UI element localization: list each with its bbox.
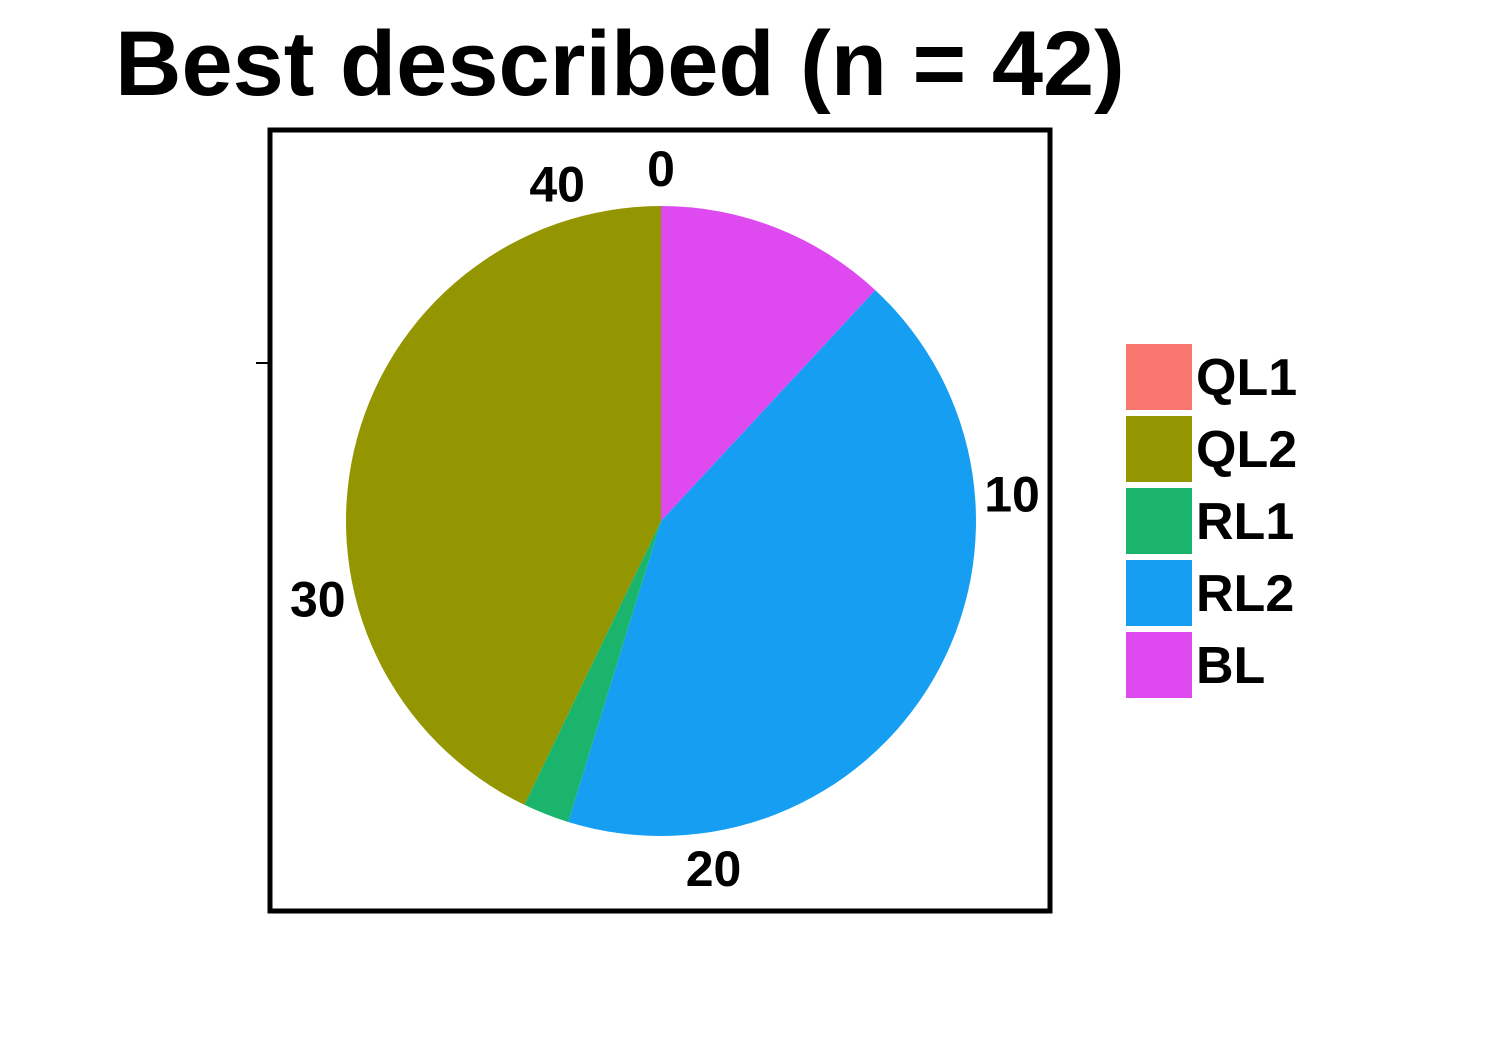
legend-key-bl <box>1126 632 1192 698</box>
panel-border <box>267 127 1053 914</box>
legend-label-bl: BL <box>1196 637 1265 695</box>
legend-key-ql1 <box>1126 344 1192 410</box>
pie-slice-bl <box>661 206 876 521</box>
legend-key-ql2 <box>1126 416 1192 482</box>
angle-tick-labels: 0 10 20 30 40 <box>290 141 1040 897</box>
tick-label: 0 <box>647 141 675 197</box>
pie-slice-ql2 <box>345 206 661 805</box>
legend-key-rl1 <box>1126 488 1192 554</box>
tick-label: 30 <box>290 571 346 627</box>
legend-label-rl2: RL2 <box>1196 565 1294 623</box>
chart-title: Best described (n = 42) <box>115 13 1125 115</box>
pie-slice-rl2 <box>568 290 976 837</box>
pie-slices <box>345 206 976 837</box>
legend-label-ql2: QL2 <box>1196 421 1297 479</box>
tick-label: 40 <box>529 157 585 213</box>
pie-slice-rl1 <box>524 521 661 823</box>
legend-key-rl2 <box>1126 560 1192 626</box>
tick-label: 20 <box>686 841 742 897</box>
legend: QL1 QL2 RL1 RL2 BL <box>1126 344 1297 698</box>
legend-label-rl1: RL1 <box>1196 493 1294 551</box>
tick-label: 10 <box>984 467 1040 523</box>
legend-label-ql1: QL1 <box>1196 349 1297 407</box>
